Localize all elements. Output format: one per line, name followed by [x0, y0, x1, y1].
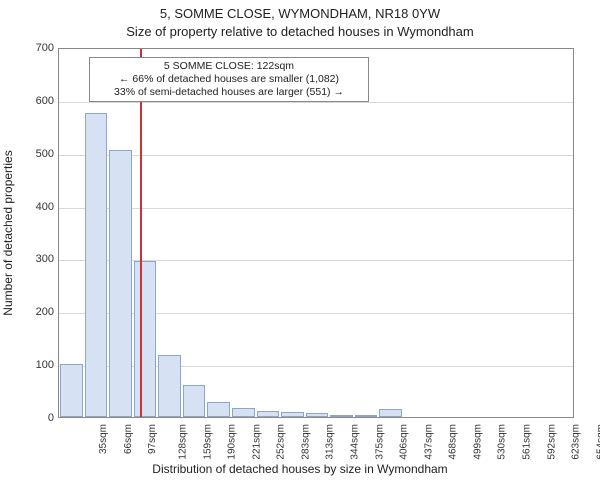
- bar: [330, 415, 353, 417]
- x-tick-label: 159sqm: [202, 424, 213, 460]
- x-tick-label: 190sqm: [227, 424, 238, 460]
- y-tick-label: 200: [14, 306, 54, 318]
- histogram-chart: 5, SOMME CLOSE, WYMONDHAM, NR18 0YW Size…: [0, 0, 600, 500]
- y-tick-label: 500: [14, 148, 54, 160]
- y-tick-label: 300: [14, 253, 54, 265]
- x-tick-label: 313sqm: [325, 424, 336, 460]
- x-tick-label: 66sqm: [123, 424, 134, 454]
- x-tick-label: 252sqm: [276, 424, 287, 460]
- bar: [158, 355, 181, 417]
- x-tick-label: 468sqm: [448, 424, 459, 460]
- bar: [281, 412, 304, 417]
- bar: [109, 150, 132, 417]
- x-tick-label: 406sqm: [399, 424, 410, 460]
- chart-title-desc: Size of property relative to detached ho…: [0, 24, 600, 39]
- annotation-box: 5 SOMME CLOSE: 122sqm ← 66% of detached …: [89, 57, 369, 102]
- bar: [134, 261, 157, 417]
- bars-group: [59, 49, 573, 417]
- bar: [207, 402, 230, 417]
- x-tick-label: 530sqm: [497, 424, 508, 460]
- y-tick-label: 0: [14, 412, 54, 424]
- annotation-line-3: 33% of semi-detached houses are larger (…: [96, 86, 362, 99]
- x-tick-label: 344sqm: [350, 424, 361, 460]
- y-tick-label: 600: [14, 95, 54, 107]
- y-tick-label: 100: [14, 359, 54, 371]
- bar: [232, 408, 255, 418]
- x-axis-label: Distribution of detached houses by size …: [0, 462, 600, 476]
- bar: [60, 364, 83, 417]
- plot-area: 5 SOMME CLOSE: 122sqm ← 66% of detached …: [58, 48, 574, 418]
- bar: [85, 113, 108, 417]
- x-tick-label: 35sqm: [98, 424, 109, 454]
- bar: [306, 413, 329, 417]
- bar: [257, 411, 280, 417]
- x-tick-label: 623sqm: [571, 424, 582, 460]
- marker-line: [140, 49, 142, 417]
- annotation-line-2: ← 66% of detached houses are smaller (1,…: [96, 73, 362, 86]
- x-tick-label: 499sqm: [472, 424, 483, 460]
- x-tick-label: 654sqm: [595, 424, 600, 460]
- bar: [183, 385, 206, 417]
- y-tick-label: 700: [14, 42, 54, 54]
- bar: [379, 409, 402, 417]
- x-tick-label: 375sqm: [374, 424, 385, 460]
- x-tick-label: 437sqm: [423, 424, 434, 460]
- x-tick-label: 97sqm: [147, 424, 158, 454]
- x-tick-label: 561sqm: [522, 424, 533, 460]
- x-tick-label: 128sqm: [178, 424, 189, 460]
- y-tick-label: 400: [14, 201, 54, 213]
- x-tick-label: 221sqm: [251, 424, 262, 460]
- x-tick-label: 283sqm: [300, 424, 311, 460]
- bar: [355, 415, 378, 417]
- annotation-line-1: 5 SOMME CLOSE: 122sqm: [96, 60, 362, 73]
- x-tick-label: 592sqm: [546, 424, 557, 460]
- y-axis-label: Number of detached properties: [1, 150, 15, 315]
- chart-title-address: 5, SOMME CLOSE, WYMONDHAM, NR18 0YW: [0, 6, 600, 21]
